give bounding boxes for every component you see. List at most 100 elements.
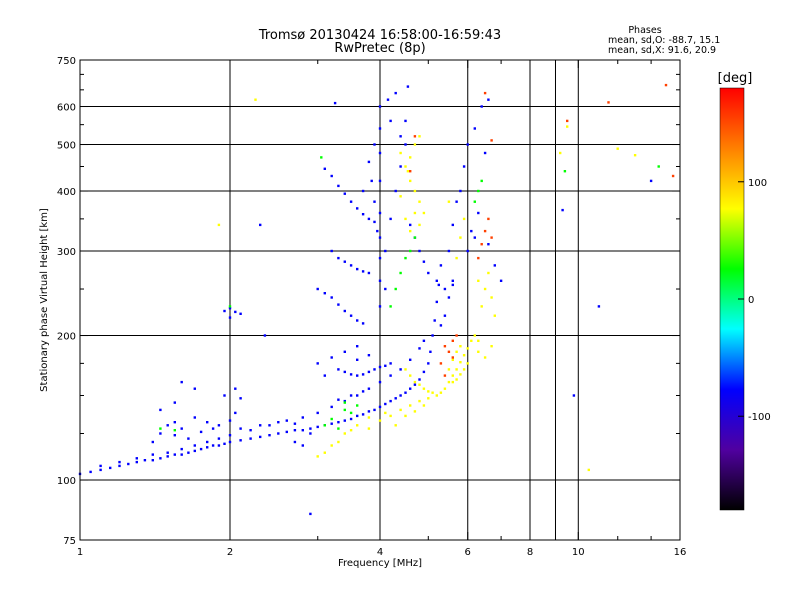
data-point <box>343 370 346 374</box>
data-point <box>451 356 454 359</box>
data-point <box>413 410 417 413</box>
data-point <box>477 339 480 342</box>
data-point <box>316 425 319 429</box>
data-point <box>373 408 376 412</box>
data-point <box>389 374 392 377</box>
data-point <box>301 416 304 419</box>
data-point <box>166 451 169 454</box>
data-point <box>217 223 221 227</box>
data-point <box>356 404 359 407</box>
data-point <box>356 267 359 271</box>
data-point <box>349 411 353 415</box>
data-point <box>443 387 447 390</box>
data-point <box>330 444 333 447</box>
data-point <box>394 189 397 193</box>
data-point <box>349 314 353 317</box>
data-point <box>330 356 333 359</box>
colorbar-label: [deg] <box>718 71 753 86</box>
data-point <box>427 397 430 400</box>
y-tick-label: 600 <box>57 103 76 114</box>
data-point <box>671 174 675 178</box>
data-point <box>418 249 421 253</box>
data-point <box>173 401 176 404</box>
data-point <box>159 427 162 430</box>
data-point <box>151 453 154 456</box>
data-point <box>234 310 237 314</box>
data-point <box>228 419 232 422</box>
data-point <box>473 334 476 337</box>
data-point <box>370 179 373 183</box>
data-point <box>413 380 417 384</box>
data-point <box>343 399 346 403</box>
data-point <box>239 312 242 315</box>
data-point <box>89 470 92 474</box>
data-point <box>361 413 365 416</box>
data-point <box>447 380 451 384</box>
data-point <box>349 373 353 376</box>
data-point <box>356 414 359 418</box>
data-point <box>389 305 392 308</box>
x-tick-label: 6 <box>465 547 471 558</box>
data-point <box>349 264 353 267</box>
data-point <box>349 429 353 432</box>
data-point <box>228 305 232 308</box>
data-point <box>427 390 430 393</box>
data-point <box>373 368 376 371</box>
data-point <box>409 387 412 390</box>
data-point <box>384 411 387 415</box>
data-point <box>277 432 280 435</box>
data-point <box>228 307 232 310</box>
data-point <box>193 444 196 447</box>
data-point <box>378 127 382 130</box>
data-point <box>413 383 417 386</box>
data-point <box>378 405 382 409</box>
data-point <box>418 347 421 350</box>
data-point <box>597 305 601 308</box>
data-point <box>443 345 447 348</box>
axes: 1 2 4 6 8 10 16 75 100 200 300 400 500 600 750 <box>57 56 686 558</box>
data-point <box>285 419 288 422</box>
data-point <box>435 394 438 397</box>
data-point <box>99 464 102 468</box>
data-point <box>323 292 326 295</box>
data-point <box>459 361 462 364</box>
data-point <box>384 287 387 291</box>
data-point <box>293 429 297 432</box>
data-point <box>409 404 412 407</box>
data-point <box>451 283 454 287</box>
data-point <box>447 368 451 371</box>
data-point <box>480 305 483 308</box>
data-point <box>394 397 397 400</box>
data-point <box>159 432 162 435</box>
data-point <box>439 391 443 394</box>
data-point <box>316 362 319 365</box>
data-point <box>118 460 121 464</box>
data-point <box>135 460 138 464</box>
data-point <box>483 229 487 233</box>
data-point <box>259 435 262 439</box>
data-point <box>323 451 326 454</box>
data-point <box>404 143 407 146</box>
data-point <box>211 444 215 447</box>
data-point <box>431 334 434 337</box>
data-point <box>187 451 190 454</box>
data-point <box>455 200 458 203</box>
data-point <box>378 179 382 183</box>
data-point <box>561 208 564 212</box>
data-point <box>337 421 340 424</box>
x-tick-label: 4 <box>377 547 383 558</box>
data-point <box>483 287 487 291</box>
data-point <box>384 402 387 406</box>
data-point <box>480 105 483 108</box>
data-point <box>451 358 454 361</box>
data-point <box>361 270 365 273</box>
data-point <box>487 217 490 221</box>
data-point <box>487 98 490 101</box>
phase-stats-o: mean, sd,O: -88.7, 15.1 <box>608 35 720 46</box>
data-point <box>135 457 138 460</box>
data-point <box>607 101 610 104</box>
data-point <box>143 459 147 462</box>
data-point <box>228 440 232 444</box>
data-point <box>394 91 397 95</box>
